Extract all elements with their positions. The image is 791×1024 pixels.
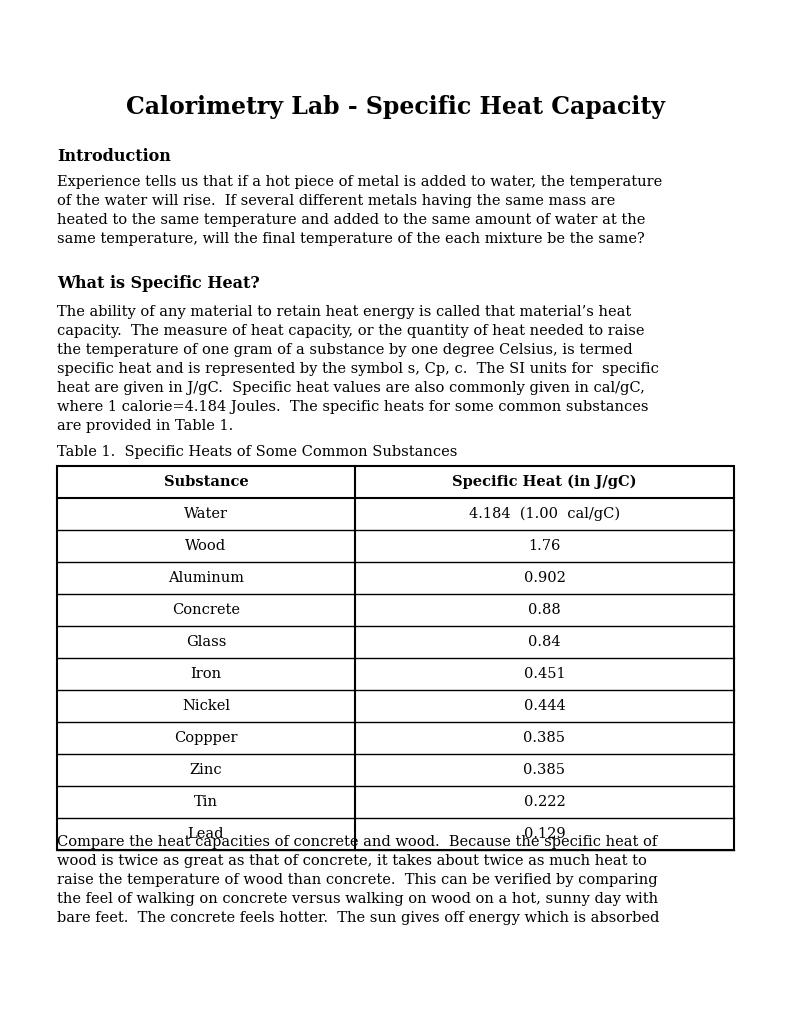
Text: 0.902: 0.902	[524, 571, 566, 585]
Text: Nickel: Nickel	[182, 699, 230, 713]
Text: Calorimetry Lab - Specific Heat Capacity: Calorimetry Lab - Specific Heat Capacity	[126, 95, 665, 119]
Text: What is Specific Heat?: What is Specific Heat?	[57, 275, 259, 292]
Text: same temperature, will the final temperature of the each mixture be the same?: same temperature, will the final tempera…	[57, 232, 645, 246]
Text: Aluminum: Aluminum	[168, 571, 244, 585]
Text: 0.84: 0.84	[528, 635, 561, 649]
Text: are provided in Table 1.: are provided in Table 1.	[57, 419, 233, 433]
Bar	[57, 466, 734, 850]
Text: The ability of any material to retain heat energy is called that material’s heat: The ability of any material to retain he…	[57, 305, 631, 319]
Text: Compare the heat capacities of concrete and wood.  Because the specific heat of: Compare the heat capacities of concrete …	[57, 835, 657, 849]
Text: capacity.  The measure of heat capacity, or the quantity of heat needed to raise: capacity. The measure of heat capacity, …	[57, 324, 645, 338]
Text: Specific Heat (in J/gC): Specific Heat (in J/gC)	[452, 475, 637, 489]
Text: raise the temperature of wood than concrete.  This can be verified by comparing: raise the temperature of wood than concr…	[57, 873, 657, 887]
Text: Coppper: Coppper	[174, 731, 237, 745]
Text: Iron: Iron	[191, 667, 221, 681]
Text: 0.444: 0.444	[524, 699, 566, 713]
Text: Table 1.  Specific Heats of Some Common Substances: Table 1. Specific Heats of Some Common S…	[57, 445, 457, 459]
Text: heated to the same temperature and added to the same amount of water at the: heated to the same temperature and added…	[57, 213, 645, 227]
Text: 0.88: 0.88	[528, 603, 561, 617]
Text: heat are given in J/gC.  Specific heat values are also commonly given in cal/gC,: heat are given in J/gC. Specific heat va…	[57, 381, 645, 395]
Text: 1.76: 1.76	[528, 539, 561, 553]
Text: Concrete: Concrete	[172, 603, 240, 617]
Text: Zinc: Zinc	[190, 763, 222, 777]
Text: wood is twice as great as that of concrete, it takes about twice as much heat to: wood is twice as great as that of concre…	[57, 854, 647, 868]
Text: Lead: Lead	[187, 827, 224, 841]
Text: Glass: Glass	[186, 635, 226, 649]
Text: of the water will rise.  If several different metals having the same mass are: of the water will rise. If several diffe…	[57, 194, 615, 208]
Text: Wood: Wood	[185, 539, 226, 553]
Text: bare feet.  The concrete feels hotter.  The sun gives off energy which is absorb: bare feet. The concrete feels hotter. Th…	[57, 911, 660, 925]
Text: 0.451: 0.451	[524, 667, 566, 681]
Text: 0.129: 0.129	[524, 827, 566, 841]
Text: Tin: Tin	[194, 795, 218, 809]
Text: where 1 calorie=4.184 Joules.  The specific heats for some common substances: where 1 calorie=4.184 Joules. The specif…	[57, 400, 649, 414]
Text: 0.385: 0.385	[524, 731, 566, 745]
Text: Experience tells us that if a hot piece of metal is added to water, the temperat: Experience tells us that if a hot piece …	[57, 175, 662, 189]
Text: Substance: Substance	[164, 475, 248, 489]
Text: 0.385: 0.385	[524, 763, 566, 777]
Text: Introduction: Introduction	[57, 148, 171, 165]
Text: Water: Water	[184, 507, 228, 521]
Text: the temperature of one gram of a substance by one degree Celsius, is termed: the temperature of one gram of a substan…	[57, 343, 633, 357]
Text: 4.184  (1.00  cal/gC): 4.184 (1.00 cal/gC)	[469, 507, 620, 521]
Text: 0.222: 0.222	[524, 795, 566, 809]
Text: the feel of walking on concrete versus walking on wood on a hot, sunny day with: the feel of walking on concrete versus w…	[57, 892, 658, 906]
Text: specific heat and is represented by the symbol s, Cp, c.  The SI units for  spec: specific heat and is represented by the …	[57, 362, 659, 376]
